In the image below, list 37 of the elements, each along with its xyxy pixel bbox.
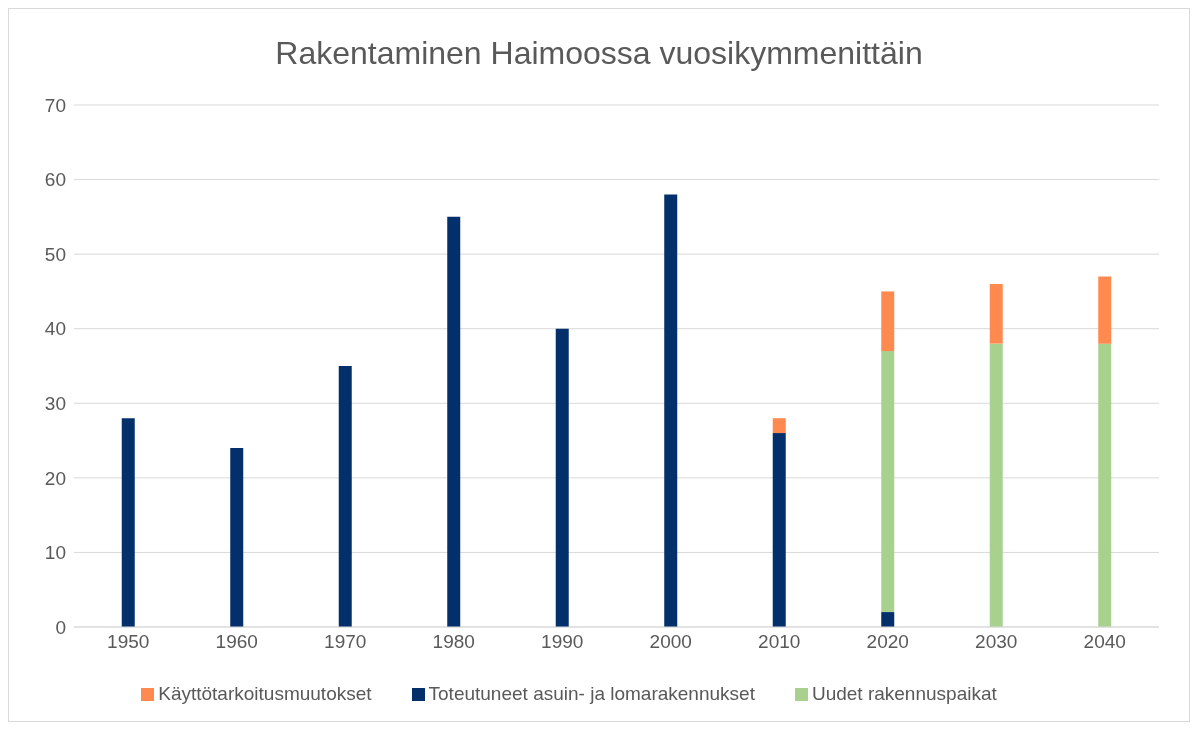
bar: [1098, 343, 1112, 627]
chart-title: Rakentaminen Haimoossa vuosikymmenittäin: [274, 34, 924, 73]
bar: [881, 351, 895, 613]
x-tick-label: 2040: [1083, 631, 1126, 653]
bar: [772, 433, 786, 627]
y-tick-label: 40: [44, 318, 66, 340]
bar: [1098, 276, 1112, 344]
x-tick-label: 1960: [215, 631, 258, 653]
bar: [989, 283, 1003, 344]
y-tick-label: 10: [44, 542, 66, 564]
bar: [881, 612, 895, 627]
bar: [989, 343, 1003, 627]
y-tick-label: 50: [44, 243, 66, 265]
bar: [772, 418, 786, 434]
bar: [230, 448, 244, 627]
x-tick-label: 1990: [541, 631, 584, 653]
y-tick-label: 60: [44, 169, 66, 191]
x-tick-label: 1970: [324, 631, 367, 653]
x-tick-label: 2010: [758, 631, 801, 653]
bar: [881, 291, 895, 352]
bar: [447, 216, 461, 627]
legend-label: Käyttötarkoitusmuutokset: [158, 683, 372, 704]
x-tick-label: 2030: [975, 631, 1018, 653]
x-tick-label: 1950: [107, 631, 150, 653]
legend-label: Uudet rakennuspaikat: [811, 683, 997, 704]
y-tick-label: 30: [44, 393, 66, 415]
bar: [555, 328, 569, 627]
y-tick-label: 0: [55, 616, 66, 638]
legend-label: Toteutuneet asuin- ja lomarakennukset: [428, 683, 755, 704]
bar: [664, 194, 678, 627]
x-tick-label: 2000: [649, 631, 692, 653]
bar: [121, 418, 135, 627]
x-tick-label: 1980: [432, 631, 475, 653]
bar: [338, 366, 352, 627]
y-tick-label: 70: [44, 94, 66, 116]
y-tick-label: 20: [44, 467, 66, 489]
x-tick-label: 2020: [866, 631, 909, 653]
